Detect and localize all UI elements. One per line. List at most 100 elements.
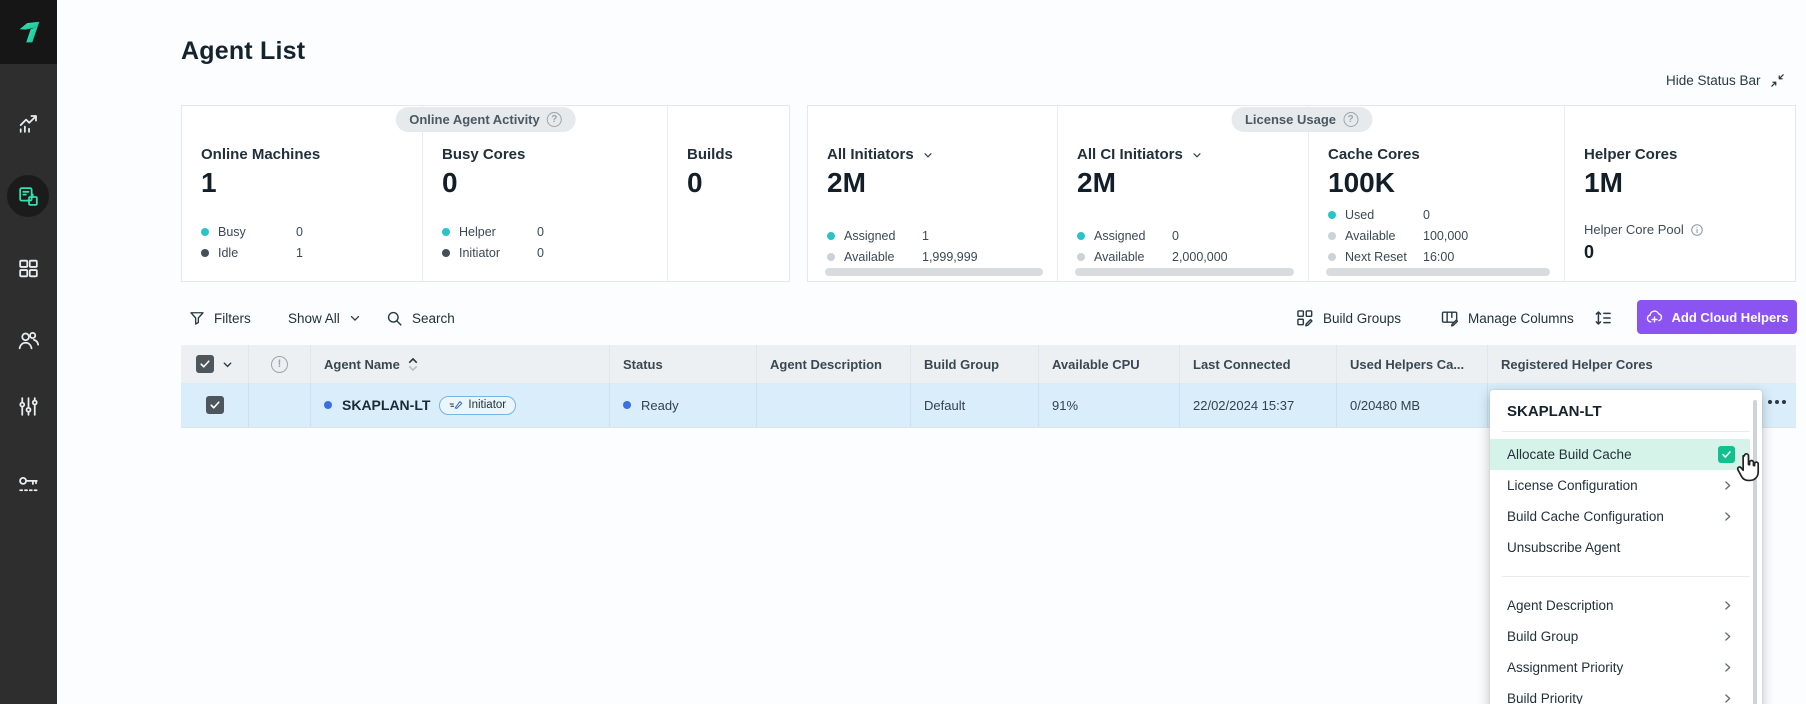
idle-dot xyxy=(201,249,209,257)
usage-progress-bar xyxy=(1326,268,1550,276)
all-ci-initiators-dropdown[interactable]: All CI Initiators xyxy=(1077,146,1203,163)
available-dot xyxy=(1328,232,1336,240)
more-options-button[interactable] xyxy=(1764,396,1790,408)
metric-label: All Initiators xyxy=(827,146,914,163)
legend-value: 0 xyxy=(296,225,303,239)
sidebar-item-dashboards[interactable] xyxy=(7,247,49,289)
caret-up-icon xyxy=(408,358,418,364)
legend-value: 1,999,999 xyxy=(922,250,978,264)
sidebar-item-agents[interactable] xyxy=(7,175,49,217)
sidebar xyxy=(0,0,57,704)
next-reset-dot xyxy=(1328,253,1336,261)
row-used-helpers-cache-cell: 0/20480 MB xyxy=(1337,383,1488,427)
menu-item-allocate-build-cache[interactable]: Allocate Build Cache xyxy=(1490,439,1750,470)
chevron-down-icon xyxy=(348,311,362,325)
row-density-button[interactable] xyxy=(1593,303,1613,333)
sidebar-item-analytics[interactable] xyxy=(7,102,49,144)
metric-value: 0 xyxy=(442,167,458,199)
cloud-add-icon xyxy=(1645,308,1664,327)
column-header-last-connected[interactable]: Last Connected xyxy=(1180,345,1337,383)
chevron-right-icon xyxy=(1721,510,1734,523)
menu-item-build-cache-configuration[interactable]: Build Cache Configuration xyxy=(1490,501,1762,532)
check-icon xyxy=(199,358,211,370)
search-button[interactable]: Search xyxy=(385,303,455,333)
manage-columns-button[interactable]: Manage Columns xyxy=(1440,303,1574,333)
legend-row: Helper 0 xyxy=(442,225,544,239)
legend-value: 1 xyxy=(922,229,929,243)
metric-online-machines: Online Machines 1 Busy 0 Idle 1 xyxy=(182,106,422,281)
show-all-label: Show All xyxy=(288,311,340,326)
chevron-right-icon xyxy=(1721,692,1734,704)
check-icon xyxy=(209,399,221,411)
menu-item-license-configuration[interactable]: License Configuration xyxy=(1490,470,1762,501)
column-header-status[interactable]: Status xyxy=(610,345,757,383)
row-agent-description-cell xyxy=(757,383,911,427)
sidebar-item-license[interactable] xyxy=(7,463,49,505)
metric-cache-cores: Cache Cores 100K Used 0 Available 100,00… xyxy=(1308,106,1564,281)
help-icon[interactable]: ? xyxy=(1343,112,1358,127)
status-label: Ready xyxy=(641,398,679,413)
legend-value: 0 xyxy=(1172,229,1179,243)
incredibuild-logo-icon xyxy=(14,17,44,47)
license-usage-panel: License Usage ? All Initiators 2M Assign… xyxy=(807,105,1796,282)
hide-status-bar-label: Hide Status Bar xyxy=(1666,73,1761,88)
menu-scrollbar[interactable] xyxy=(1753,400,1757,704)
column-header-available-cpu[interactable]: Available CPU xyxy=(1039,345,1180,383)
available-dot xyxy=(827,253,835,261)
dashboard-icon xyxy=(16,256,41,281)
select-all-header xyxy=(181,345,249,383)
column-header-agent-name[interactable]: Agent Name xyxy=(311,345,610,383)
row-checkbox[interactable] xyxy=(206,396,224,414)
menu-item-assignment-priority[interactable]: Assignment Priority xyxy=(1490,652,1762,683)
legend-label: Helper xyxy=(459,225,537,239)
incredibuild-logo[interactable] xyxy=(0,0,57,64)
column-header-registered-helper-cores[interactable]: Registered Helper Cores xyxy=(1488,345,1796,383)
legend-row: Idle 1 xyxy=(201,246,303,260)
menu-item-build-priority[interactable]: Build Priority xyxy=(1490,683,1762,704)
legend-row: Busy 0 xyxy=(201,225,303,239)
hide-status-bar-button[interactable]: Hide Status Bar xyxy=(1666,72,1786,89)
license-usage-tab: License Usage ? xyxy=(1231,107,1372,132)
analytics-icon xyxy=(16,111,41,136)
metric-all-initiators: All Initiators 2M Assigned 1 Available xyxy=(808,106,1057,281)
column-header-used-helpers-cache[interactable]: Used Helpers Ca... xyxy=(1337,345,1488,383)
agents-icon xyxy=(16,184,41,209)
online-agent-activity-title: Online Agent Activity xyxy=(409,112,540,127)
menu-item-build-group[interactable]: Build Group xyxy=(1490,621,1762,652)
all-initiators-dropdown[interactable]: All Initiators xyxy=(827,146,934,163)
help-icon[interactable]: ? xyxy=(547,112,562,127)
menu-item-unsubscribe-agent[interactable]: Unsubscribe Agent xyxy=(1490,532,1762,563)
helper-dot xyxy=(442,228,450,236)
initiator-dot xyxy=(442,249,450,257)
filter-icon xyxy=(188,309,206,327)
helper-core-pool-label: Helper Core Pool xyxy=(1584,222,1704,237)
legend-row: Next Reset 16:00 xyxy=(1328,250,1468,264)
legend-label: Assigned xyxy=(1094,229,1172,243)
chevron-down-icon[interactable] xyxy=(221,358,234,371)
chevron-down-icon xyxy=(1191,149,1203,161)
legend-value: 100,000 xyxy=(1423,229,1468,243)
busy-dot xyxy=(201,228,209,236)
metric-legend: Assigned 0 Available 2,000,000 xyxy=(1077,229,1228,264)
column-header-agent-description[interactable]: Agent Description xyxy=(757,345,911,383)
online-agent-activity-panel: Online Agent Activity ? Online Machines … xyxy=(181,105,790,282)
legend-row: Assigned 0 xyxy=(1077,229,1228,243)
info-icon[interactable] xyxy=(1690,223,1704,237)
select-all-checkbox[interactable] xyxy=(196,355,214,373)
metric-all-ci-initiators: All CI Initiators 2M Assigned 0 Availabl… xyxy=(1057,106,1308,281)
license-key-icon xyxy=(16,472,41,497)
allocate-build-cache-checkbox[interactable] xyxy=(1718,446,1735,463)
sidebar-item-settings[interactable] xyxy=(7,385,49,427)
show-all-dropdown[interactable]: Show All xyxy=(288,303,362,333)
column-header-build-group[interactable]: Build Group xyxy=(911,345,1039,383)
build-groups-button[interactable]: Build Groups xyxy=(1295,303,1401,333)
sidebar-item-users[interactable] xyxy=(7,319,49,361)
check-icon xyxy=(1721,449,1732,460)
legend-label: Idle xyxy=(218,246,296,260)
add-cloud-helpers-button[interactable]: Add Cloud Helpers xyxy=(1637,300,1797,334)
legend-label: Assigned xyxy=(844,229,922,243)
license-metrics: All Initiators 2M Assigned 1 Available xyxy=(808,106,1795,281)
filters-button[interactable]: Filters xyxy=(188,303,251,333)
menu-item-agent-description[interactable]: Agent Description xyxy=(1490,590,1762,621)
legend-value: 0 xyxy=(537,246,544,260)
